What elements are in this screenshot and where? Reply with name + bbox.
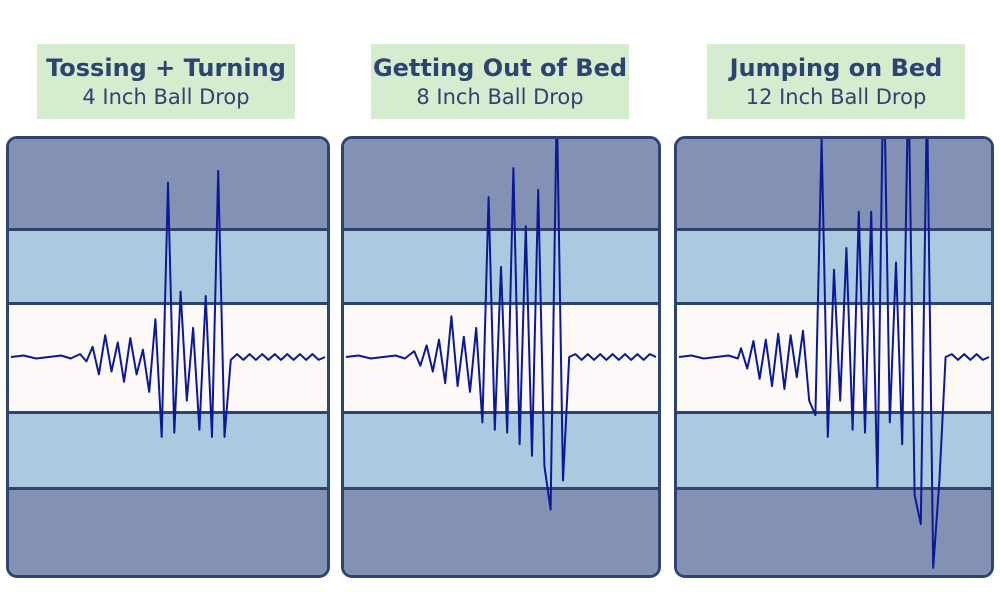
band-outer-bottom — [344, 487, 658, 575]
panel-1-subtitle: 4 Inch Ball Drop — [82, 84, 250, 109]
panel-2 — [341, 136, 661, 578]
panel-1-label: Tossing + Turning 4 Inch Ball Drop — [37, 44, 295, 119]
band-mid-bottom — [344, 411, 658, 492]
panel-2-signal — [345, 139, 657, 511]
panel-3-label: Jumping on Bed 12 Inch Ball Drop — [707, 44, 965, 119]
panel-3-title: Jumping on Bed — [729, 53, 943, 82]
vibration-line — [345, 139, 657, 511]
vibration-line — [10, 170, 326, 438]
panel-3-subtitle: 12 Inch Ball Drop — [745, 84, 927, 109]
panel-2-title: Getting Out of Bed — [372, 53, 628, 82]
panel-1-signal — [10, 170, 326, 438]
panel-3-signal — [678, 139, 990, 569]
panel-2-subtitle: 8 Inch Ball Drop — [416, 84, 584, 109]
band-center — [677, 302, 991, 416]
band-mid-bottom — [9, 411, 327, 492]
panel-1 — [6, 136, 330, 578]
panel-1-title: Tossing + Turning — [46, 53, 286, 82]
vibration-line — [678, 139, 990, 569]
band-center — [9, 302, 327, 416]
band-outer-bottom — [9, 487, 327, 575]
band-mid-top — [9, 228, 327, 306]
panel-2-label: Getting Out of Bed 8 Inch Ball Drop — [371, 44, 629, 119]
band-outer-top — [344, 139, 658, 231]
band-outer-top — [677, 139, 991, 231]
panel-3 — [674, 136, 994, 578]
